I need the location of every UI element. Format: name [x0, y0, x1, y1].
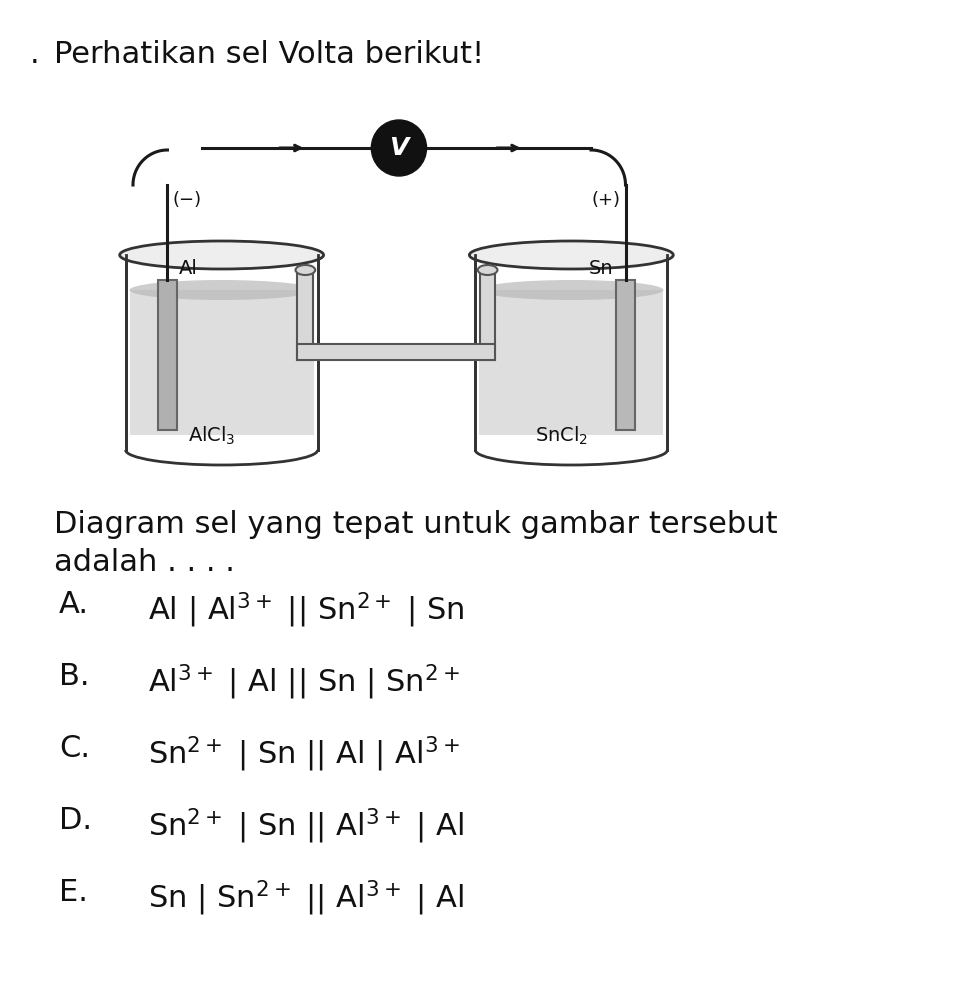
Text: Sn$^{2+}$ | Sn || Al | Al$^{3+}$: Sn$^{2+}$ | Sn || Al | Al$^{3+}$ [147, 734, 459, 774]
Bar [615, 280, 635, 430]
Text: Sn | Sn$^{2+}$ || Al$^{3+}$ | Al: Sn | Sn$^{2+}$ || Al$^{3+}$ | Al [147, 878, 463, 918]
Text: Diagram sel yang tepat untuk gambar tersebut
adalah . . . .: Diagram sel yang tepat untuk gambar ters… [54, 510, 777, 577]
Text: E.: E. [59, 878, 88, 907]
Bar [157, 280, 177, 430]
Text: Sn$^{2+}$ | Sn || Al$^{3+}$ | Al: Sn$^{2+}$ | Sn || Al$^{3+}$ | Al [147, 806, 463, 845]
Text: .: . [29, 40, 39, 69]
Ellipse shape [119, 241, 324, 269]
Text: Al: Al [179, 259, 198, 278]
Bar [479, 290, 663, 435]
Bar [297, 344, 495, 360]
Text: C.: C. [59, 734, 90, 763]
Ellipse shape [130, 280, 313, 300]
Ellipse shape [469, 241, 672, 269]
Text: D.: D. [59, 806, 92, 835]
Text: (−): (−) [172, 191, 202, 209]
Text: B.: B. [59, 662, 89, 691]
Bar [297, 270, 313, 360]
Text: SnCl$_2$: SnCl$_2$ [534, 425, 587, 447]
Bar [130, 290, 313, 435]
Text: Sn: Sn [588, 259, 613, 278]
Text: A.: A. [59, 590, 89, 619]
Text: (+): (+) [591, 191, 620, 209]
Ellipse shape [479, 280, 663, 300]
Text: Perhatikan sel Volta berikut!: Perhatikan sel Volta berikut! [54, 40, 484, 69]
Ellipse shape [296, 265, 315, 275]
Text: Al | Al$^{3+}$ || Sn$^{2+}$ | Sn: Al | Al$^{3+}$ || Sn$^{2+}$ | Sn [147, 590, 464, 630]
Ellipse shape [478, 265, 497, 275]
Text: Al$^{3+}$ | Al || Sn | Sn$^{2+}$: Al$^{3+}$ | Al || Sn | Sn$^{2+}$ [147, 662, 459, 701]
Bar [480, 270, 495, 360]
Text: AlCl$_3$: AlCl$_3$ [188, 425, 235, 447]
Circle shape [371, 120, 426, 176]
Text: V: V [389, 136, 408, 160]
